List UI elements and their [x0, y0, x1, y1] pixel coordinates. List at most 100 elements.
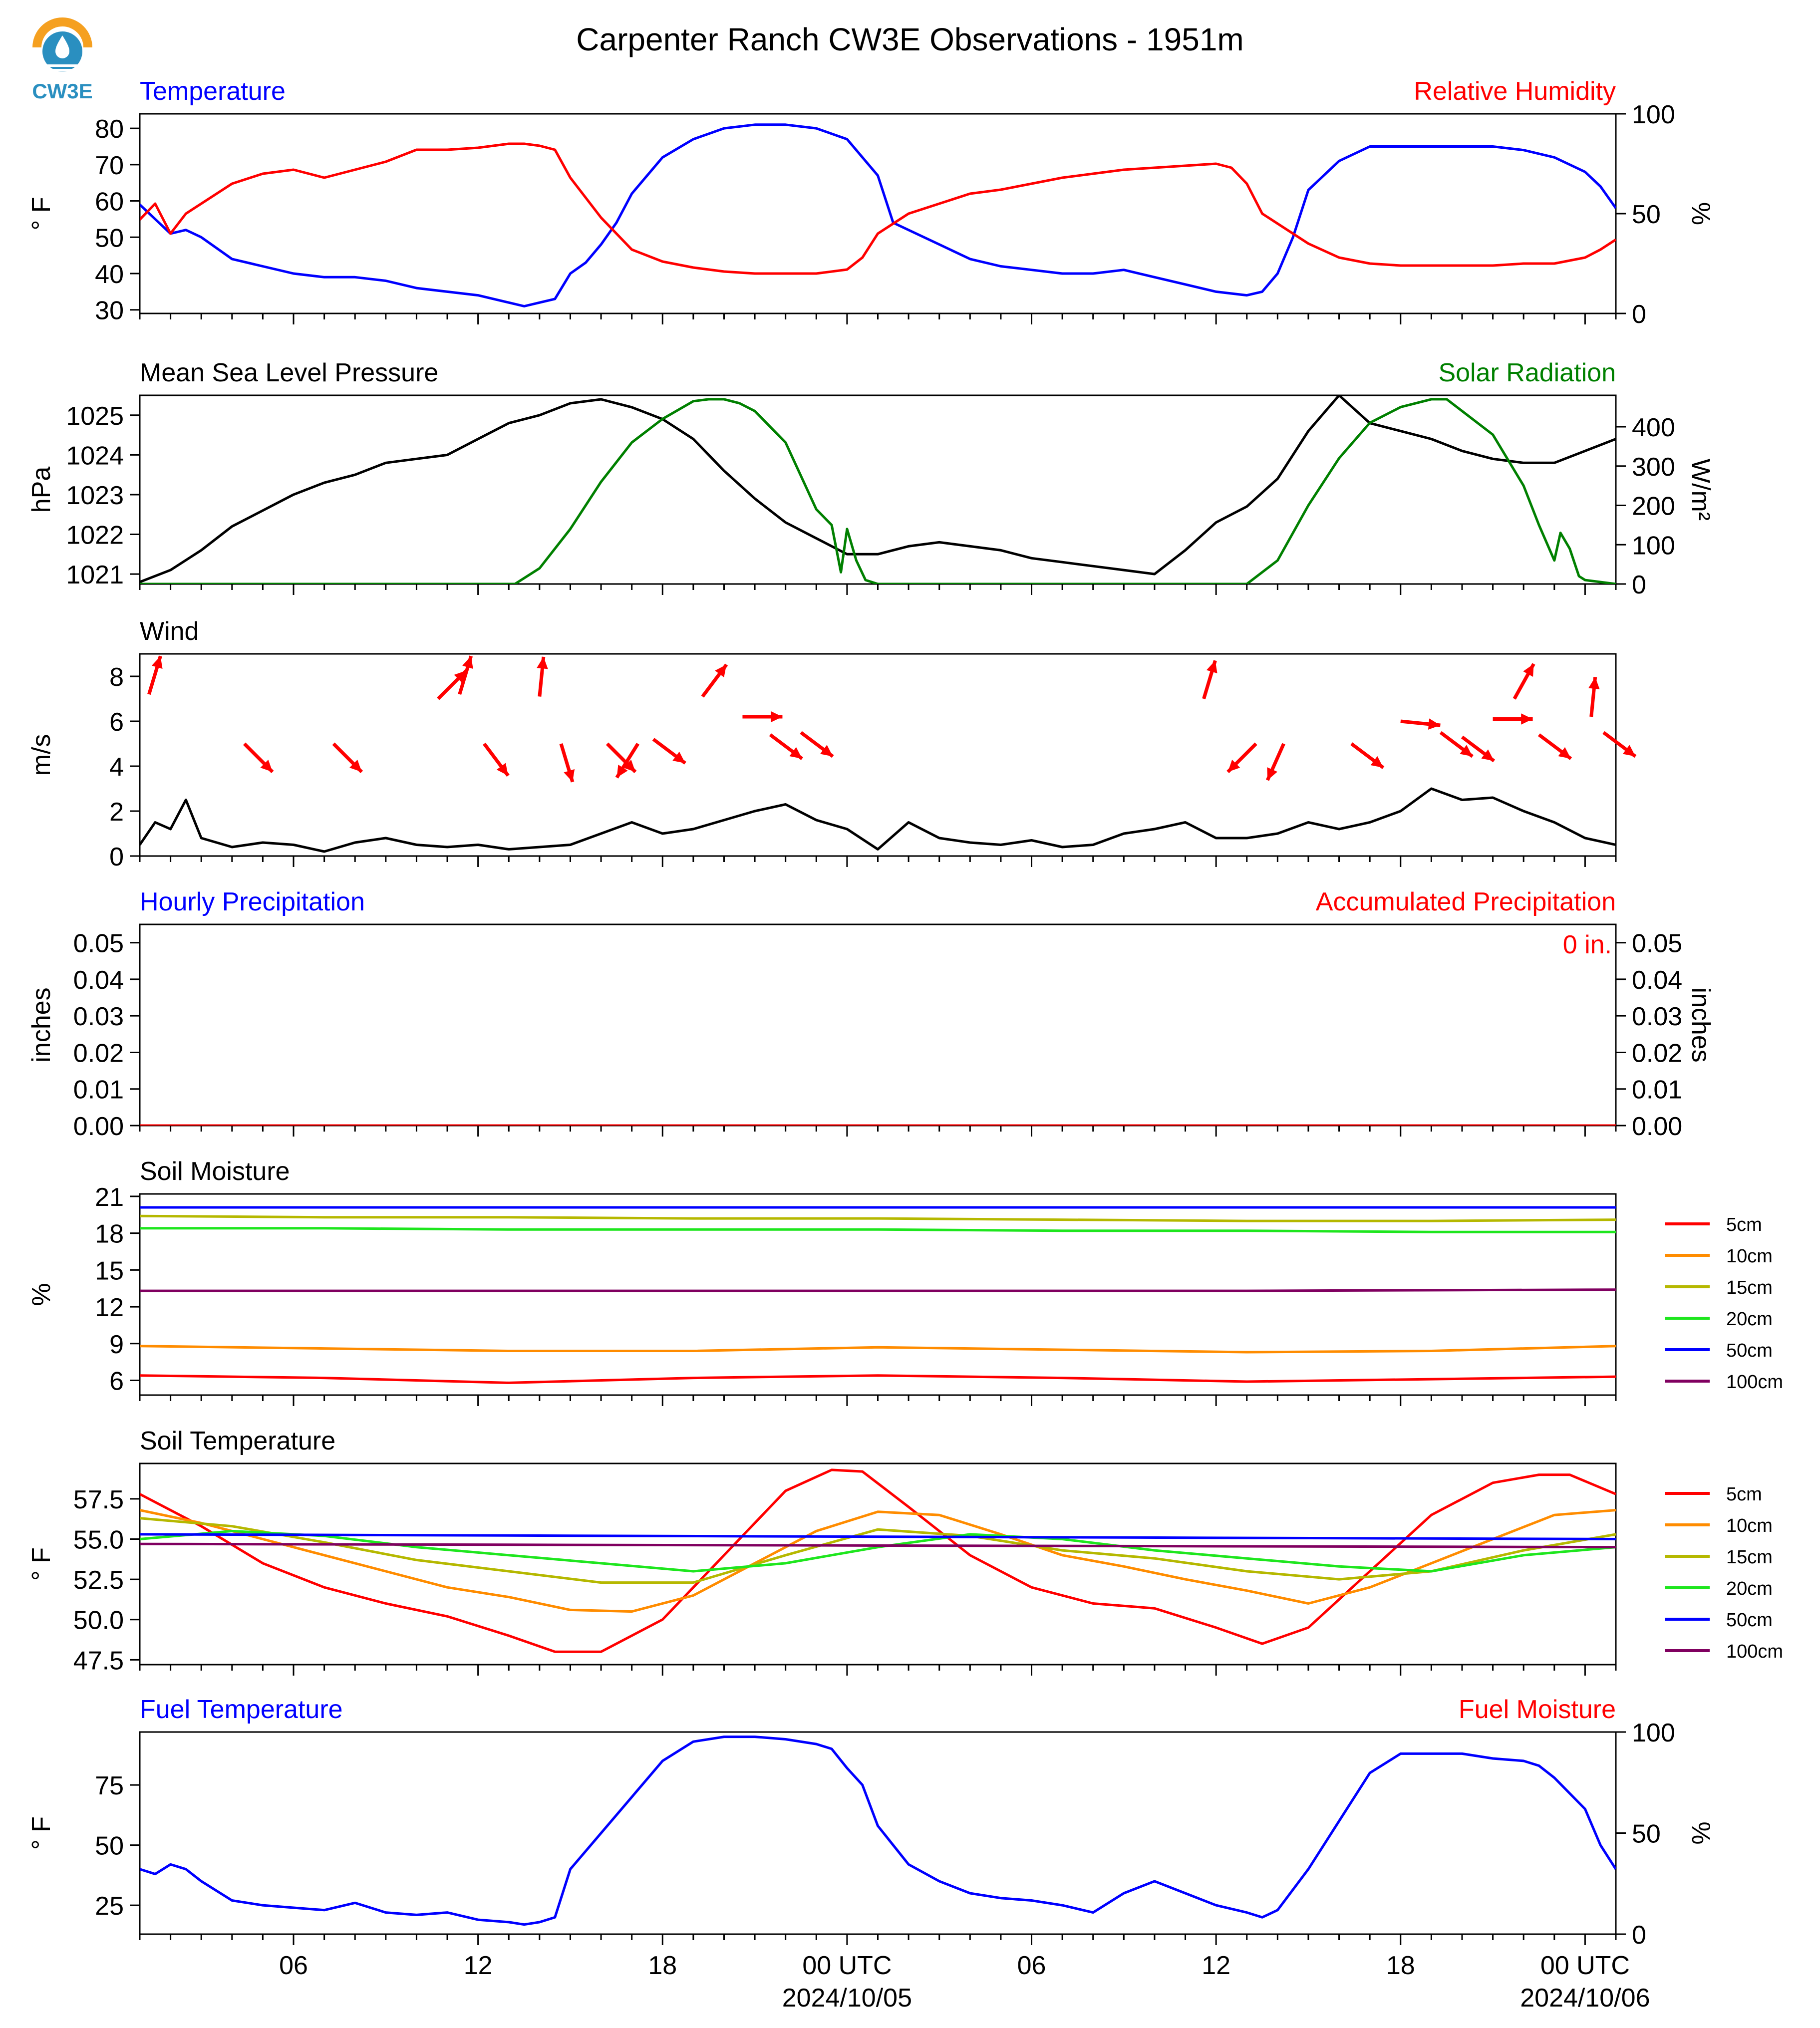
legend-label: 100cm [1726, 1641, 1783, 1662]
wind-arrow [1513, 663, 1535, 700]
wind-arrow [458, 655, 473, 695]
wind-arrow-head [1523, 664, 1534, 677]
series-line-5cm [140, 1374, 1616, 1384]
wind-arrow [559, 743, 575, 783]
wind-arrow [1537, 733, 1572, 760]
y-tick-label: 50 [95, 224, 124, 253]
y-tick-label-right: 0.03 [1632, 1002, 1682, 1031]
legend-label: 20cm [1726, 1578, 1773, 1599]
series-line-right-1 [140, 142, 1616, 275]
y-tick-label: 9 [109, 1330, 124, 1359]
legend-label: 10cm [1726, 1246, 1773, 1267]
panel-wind: 0 2 4 6 8 m/s Wind [27, 617, 1637, 871]
y-tick-label-right: 200 [1632, 492, 1675, 521]
y-tick-label: 25 [95, 1892, 124, 1921]
panel-title-right: Solar Radiation [1438, 358, 1616, 387]
wind-arrow [1493, 713, 1533, 725]
y-tick-label: 47.5 [73, 1646, 124, 1675]
y-tick-label: 0.05 [73, 929, 124, 958]
y-axis-label-right: W/m² [1686, 459, 1715, 521]
y-tick-label: 0.03 [73, 1002, 124, 1031]
y-tick-label: 30 [95, 296, 124, 325]
series-line-5cm [140, 1468, 1616, 1653]
wind-arrow [1226, 742, 1257, 774]
panel-title-left: Fuel Temperature [140, 1695, 343, 1724]
panel-title-left: Soil Temperature [140, 1427, 335, 1455]
legend-label: 5cm [1726, 1484, 1762, 1505]
y-tick-label-right: 0 [1632, 300, 1646, 329]
wind-arrow-head [1622, 745, 1636, 757]
wind-arrow-head [537, 656, 548, 669]
legend-label: 15cm [1726, 1547, 1773, 1568]
y-axis-label: ° F [27, 197, 56, 230]
wind-arrow [769, 733, 803, 760]
y-tick-label: 70 [95, 151, 124, 180]
y-tick-label: 1022 [66, 521, 124, 550]
wind-arrow [1265, 743, 1285, 781]
y-tick-label: 0 [109, 843, 124, 871]
y-tick-label: 8 [109, 663, 124, 692]
y-tick-label: 1024 [66, 441, 124, 470]
wind-arrow [147, 655, 163, 695]
x-date-label: 2024/10/06 [1520, 1984, 1650, 2013]
x-tick-label: 00 UTC [802, 1951, 892, 1980]
wind-arrow-head [1370, 756, 1384, 768]
wind-arrow [537, 656, 548, 697]
y-tick-label: 18 [95, 1220, 124, 1249]
y-axis-label: hPa [27, 467, 56, 513]
wind-arrow-head [496, 763, 508, 776]
y-tick-label: 55.0 [73, 1526, 124, 1555]
y-axis-label: ° F [27, 1547, 56, 1581]
y-tick-label: 50 [95, 1832, 124, 1861]
y-tick-label: 50.0 [73, 1606, 124, 1635]
y-tick-label: 4 [109, 753, 124, 782]
wind-arrow [1588, 677, 1600, 717]
legend-label: 15cm [1726, 1277, 1773, 1298]
y-tick-label-right: 0.02 [1632, 1039, 1682, 1068]
legend-soil-moisture: 5cm 10cm 15cm 20cm 50cm 100cm [1665, 1214, 1783, 1393]
y-tick-label-right: 0 [1632, 571, 1646, 599]
chart-title: Carpenter Ranch CW3E Observations - 1951… [576, 21, 1244, 57]
y-axis-label-right: inches [1686, 987, 1715, 1062]
y-tick-label: 6 [109, 708, 124, 737]
legend-label: 50cm [1726, 1610, 1773, 1631]
series-line-100cm [140, 1542, 1616, 1549]
y-tick-label-right: 0.00 [1632, 1112, 1682, 1141]
x-tick-label: 12 [464, 1951, 493, 1980]
x-tick-label: 18 [648, 1951, 677, 1980]
y-tick-label-right: 0 [1632, 1921, 1646, 1950]
wind-arrow [606, 742, 637, 774]
series-line-50cm [140, 1533, 1616, 1540]
y-tick-label: 60 [95, 188, 124, 217]
panel-soil-temperature: 47.5 50.0 52.5 55.0 57.5 ° F Soil Temperature 5… [27, 1427, 1783, 1676]
legend-soil-temperature: 5cm 10cm 15cm 20cm 50cm 100cm [1665, 1484, 1783, 1662]
wind-arrow [652, 738, 686, 765]
y-axis-label: inches [27, 987, 56, 1062]
y-axis-label-right: % [1686, 1821, 1715, 1844]
wind-arrow [1602, 731, 1637, 758]
wind-arrow-head [1588, 677, 1600, 689]
y-tick-label: 52.5 [73, 1566, 124, 1595]
legend-label: 100cm [1726, 1372, 1783, 1393]
cw3e-logo: CW3E [32, 17, 93, 103]
y-axis-label: m/s [27, 734, 56, 776]
y-tick-label-right: 0.01 [1632, 1076, 1682, 1105]
panel-frame [139, 113, 1617, 314]
wind-arrow-head [1428, 718, 1441, 730]
wind-arrow [437, 669, 468, 700]
wind-arrow [701, 663, 728, 698]
logo-drop-icon [55, 35, 69, 58]
logo-wave-1 [43, 64, 81, 67]
x-tick-label: 18 [1386, 1951, 1415, 1980]
x-tick-label: 06 [1017, 1951, 1046, 1980]
y-tick-label-right: 50 [1632, 1820, 1661, 1849]
panel-title-left: Soil Moisture [140, 1157, 290, 1186]
panel-frame [139, 653, 1617, 857]
y-tick-label-right: 50 [1632, 200, 1661, 229]
panel-frame [139, 923, 1617, 1127]
wind-arrow-head [623, 760, 635, 772]
wind-arrow [1400, 718, 1441, 730]
wind-arrow-head [715, 664, 727, 678]
wind-arrow [243, 742, 274, 774]
